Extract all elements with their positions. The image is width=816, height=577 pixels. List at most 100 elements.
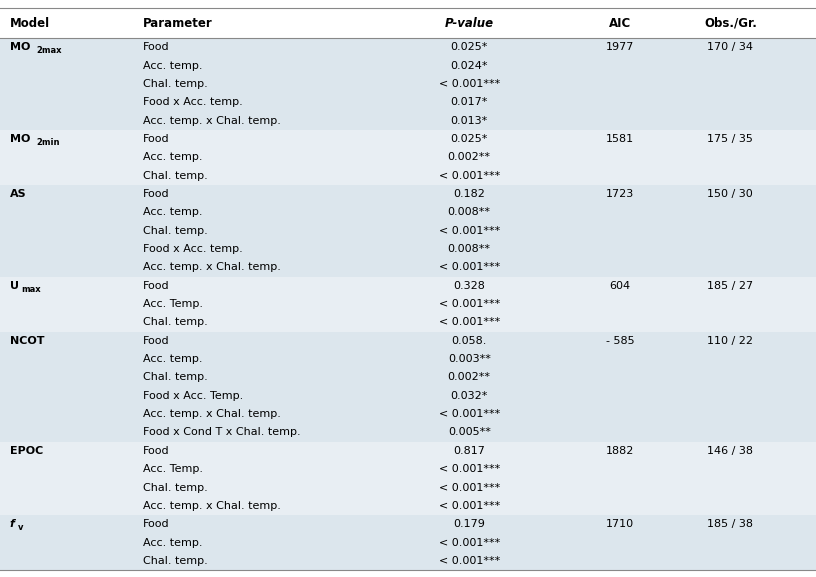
Text: Parameter: Parameter — [143, 17, 212, 29]
Text: f: f — [10, 519, 15, 529]
Text: < 0.001***: < 0.001*** — [438, 171, 500, 181]
Bar — [0, 405, 816, 424]
Bar — [0, 350, 816, 368]
Bar — [0, 276, 816, 295]
Text: 604: 604 — [610, 281, 631, 291]
Text: 1581: 1581 — [606, 134, 634, 144]
Bar — [0, 222, 816, 240]
Text: 0.025*: 0.025* — [450, 42, 488, 53]
Bar — [0, 295, 816, 313]
Bar — [0, 497, 816, 515]
Text: 0.008**: 0.008** — [448, 244, 490, 254]
Bar — [0, 332, 816, 350]
Text: Chal. temp.: Chal. temp. — [143, 171, 207, 181]
Bar — [0, 515, 816, 533]
Text: 0.005**: 0.005** — [448, 428, 490, 437]
Text: Acc. temp.: Acc. temp. — [143, 207, 202, 218]
Bar — [0, 368, 816, 387]
Text: 0.328: 0.328 — [453, 281, 486, 291]
Bar — [0, 203, 816, 222]
Text: Food: Food — [143, 446, 170, 456]
Text: 175 / 35: 175 / 35 — [707, 134, 753, 144]
Text: 1710: 1710 — [606, 519, 634, 529]
Text: 0.002**: 0.002** — [448, 373, 490, 383]
Bar — [0, 185, 816, 203]
Bar — [0, 240, 816, 258]
Text: 146 / 38: 146 / 38 — [707, 446, 753, 456]
Text: P-value: P-value — [445, 17, 494, 29]
Text: 0.024*: 0.024* — [450, 61, 488, 70]
Text: Chal. temp.: Chal. temp. — [143, 317, 207, 327]
Text: 0.013*: 0.013* — [450, 115, 488, 126]
Bar — [0, 387, 816, 405]
Text: < 0.001***: < 0.001*** — [438, 299, 500, 309]
Text: < 0.001***: < 0.001*** — [438, 317, 500, 327]
Bar — [0, 460, 816, 478]
Bar — [0, 167, 816, 185]
Bar — [0, 313, 816, 332]
Bar — [0, 258, 816, 276]
Text: Model: Model — [10, 17, 50, 29]
Text: 0.002**: 0.002** — [448, 152, 490, 162]
Text: Acc. temp.: Acc. temp. — [143, 61, 202, 70]
Text: 1723: 1723 — [606, 189, 634, 199]
Text: U: U — [10, 281, 19, 291]
Text: Food: Food — [143, 42, 170, 53]
Text: Acc. Temp.: Acc. Temp. — [143, 299, 203, 309]
Text: 170 / 34: 170 / 34 — [707, 42, 753, 53]
Text: Acc. temp.: Acc. temp. — [143, 152, 202, 162]
Text: NCOT: NCOT — [10, 336, 44, 346]
Text: Food x Acc. temp.: Food x Acc. temp. — [143, 244, 242, 254]
Text: Food: Food — [143, 519, 170, 529]
Text: Acc. temp. x Chal. temp.: Acc. temp. x Chal. temp. — [143, 263, 281, 272]
Bar — [0, 441, 816, 460]
Text: 0.008**: 0.008** — [448, 207, 490, 218]
Text: < 0.001***: < 0.001*** — [438, 409, 500, 419]
Text: Food: Food — [143, 336, 170, 346]
Text: 0.032*: 0.032* — [450, 391, 488, 401]
Bar — [0, 93, 816, 111]
Text: Food x Acc. temp.: Food x Acc. temp. — [143, 98, 242, 107]
Text: < 0.001***: < 0.001*** — [438, 226, 500, 235]
Text: Chal. temp.: Chal. temp. — [143, 482, 207, 493]
Bar — [0, 8, 816, 38]
Text: AIC: AIC — [609, 17, 632, 29]
Text: 0.017*: 0.017* — [450, 98, 488, 107]
Text: AS: AS — [10, 189, 26, 199]
Text: 1882: 1882 — [606, 446, 634, 456]
Text: Acc. temp.: Acc. temp. — [143, 354, 202, 364]
Text: 150 / 30: 150 / 30 — [707, 189, 753, 199]
Text: 2min: 2min — [36, 138, 60, 147]
Bar — [0, 75, 816, 93]
Bar — [0, 111, 816, 130]
Text: Chal. temp.: Chal. temp. — [143, 226, 207, 235]
Text: Acc. temp. x Chal. temp.: Acc. temp. x Chal. temp. — [143, 409, 281, 419]
Text: Obs./Gr.: Obs./Gr. — [704, 17, 756, 29]
Text: 185 / 27: 185 / 27 — [707, 281, 753, 291]
Text: 0.817: 0.817 — [453, 446, 486, 456]
Bar — [0, 57, 816, 75]
Text: v: v — [18, 523, 24, 532]
Text: Chal. temp.: Chal. temp. — [143, 373, 207, 383]
Text: < 0.001***: < 0.001*** — [438, 464, 500, 474]
Text: Acc. temp. x Chal. temp.: Acc. temp. x Chal. temp. — [143, 115, 281, 126]
Text: 0.025*: 0.025* — [450, 134, 488, 144]
Bar — [0, 552, 816, 570]
Bar — [0, 130, 816, 148]
Text: EPOC: EPOC — [10, 446, 43, 456]
Text: Food: Food — [143, 134, 170, 144]
Text: 0.179: 0.179 — [453, 519, 486, 529]
Text: MO: MO — [10, 134, 30, 144]
Bar — [0, 148, 816, 167]
Text: Food: Food — [143, 189, 170, 199]
Text: Chal. temp.: Chal. temp. — [143, 79, 207, 89]
Text: < 0.001***: < 0.001*** — [438, 501, 500, 511]
Text: - 585: - 585 — [605, 336, 635, 346]
Text: Food x Cond T x Chal. temp.: Food x Cond T x Chal. temp. — [143, 428, 300, 437]
Text: Chal. temp.: Chal. temp. — [143, 556, 207, 566]
Text: Acc. temp.: Acc. temp. — [143, 538, 202, 548]
Bar — [0, 424, 816, 441]
Bar — [0, 533, 816, 552]
Text: 1977: 1977 — [606, 42, 634, 53]
Text: < 0.001***: < 0.001*** — [438, 79, 500, 89]
